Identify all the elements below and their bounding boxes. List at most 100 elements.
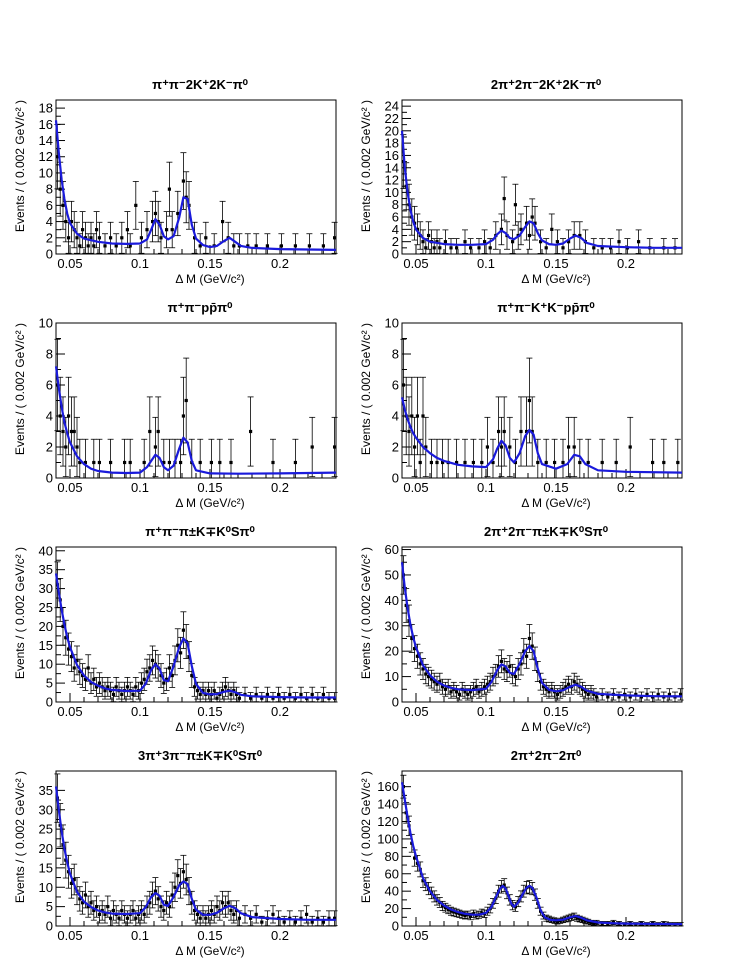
y-tick-label: 10 <box>39 880 53 895</box>
data-point <box>333 236 337 240</box>
data-point <box>181 628 185 632</box>
data-point <box>460 913 464 917</box>
panel-title: 2π⁺2π⁻2π⁰ <box>511 748 582 763</box>
data-point <box>441 904 445 908</box>
x-tick-label: 0.1 <box>477 704 495 719</box>
data-point <box>572 680 576 684</box>
data-point <box>407 429 411 434</box>
data-point <box>193 236 197 240</box>
data-point <box>125 228 129 232</box>
data-point <box>321 920 325 924</box>
y-tick-label: 160 <box>377 779 399 794</box>
y-tick-label: 4 <box>46 214 53 229</box>
fit-curve <box>54 120 337 251</box>
data-point <box>232 912 236 916</box>
data-point <box>429 460 433 465</box>
y-tick-label: 20 <box>39 841 53 856</box>
data-point <box>78 897 82 901</box>
data-point <box>72 877 76 882</box>
data-point <box>128 460 132 465</box>
data-point <box>67 647 71 651</box>
data-point <box>254 244 258 248</box>
plot-frame <box>55 546 337 703</box>
x-tick-label: 0.15 <box>543 704 568 719</box>
data-point <box>293 460 297 465</box>
data-point <box>525 654 529 658</box>
y-tick-label: 24 <box>385 99 399 114</box>
panel-title: 3π⁺3π⁻π±K∓K⁰Sπ⁰ <box>138 748 263 763</box>
data-point <box>159 905 163 909</box>
x-axis-label: Δ M (GeV/c²) <box>175 944 244 958</box>
data-point <box>151 658 155 663</box>
y-tick-label: 14 <box>39 133 53 148</box>
data-point <box>69 881 73 885</box>
x-tick-label: 0.2 <box>271 256 289 271</box>
data-point <box>427 233 431 238</box>
data-point <box>502 196 506 201</box>
data-point <box>120 908 124 913</box>
data-point <box>103 244 107 248</box>
data-point <box>229 908 233 913</box>
data-point <box>592 692 596 696</box>
data-point <box>581 687 585 691</box>
data-point <box>134 203 138 207</box>
y-tick-label: 35 <box>39 783 53 798</box>
x-axis-label: Δ M (GeV/c²) <box>521 720 590 734</box>
data-point <box>441 460 445 465</box>
data-point <box>485 445 489 449</box>
data-point <box>427 674 431 679</box>
data-point <box>190 901 194 905</box>
data-point <box>443 687 447 691</box>
y-tick-label: 60 <box>385 542 399 557</box>
data-point <box>97 236 101 240</box>
plot-frame <box>401 99 683 255</box>
data-point <box>637 240 641 244</box>
panel-title: 2π⁺2π⁻π±K∓K⁰Sπ⁰ <box>484 524 609 539</box>
data-point <box>179 460 183 465</box>
data-point <box>67 236 71 240</box>
y-axis-label: Events / ( 0.002 GeV/c² ) <box>13 323 27 455</box>
y-tick-label: 120 <box>377 814 399 829</box>
data-point <box>553 460 557 465</box>
data-point <box>544 246 548 250</box>
data-point <box>651 460 655 465</box>
data-point <box>114 685 118 689</box>
data-point <box>544 460 548 465</box>
fit-curve <box>400 562 683 698</box>
data-point <box>435 682 439 686</box>
data-point <box>83 460 87 465</box>
data-point <box>550 227 554 231</box>
data-point <box>432 680 436 684</box>
data-point <box>109 916 113 920</box>
y-tick-label: 22 <box>385 111 399 126</box>
data-point <box>125 916 129 920</box>
panel-7: 0 5 10 15 20 25 30 35 0.05 0.1 0.15 0.2 3π⁺3π⁻π±K∓K⁰… <box>13 748 338 958</box>
fit-curve <box>400 782 683 926</box>
data-point <box>134 685 138 689</box>
data-point <box>455 246 459 250</box>
data-point <box>64 636 68 640</box>
data-point <box>207 689 211 693</box>
y-tick-label: 60 <box>385 866 399 881</box>
data-point <box>109 460 113 465</box>
data-point <box>499 659 503 663</box>
data-point <box>167 187 171 191</box>
data-point <box>614 460 618 465</box>
data-point <box>441 685 445 689</box>
data-point <box>64 219 68 224</box>
data-point <box>676 460 680 465</box>
data-point <box>413 647 417 651</box>
x-tick-label: 0.05 <box>403 928 428 943</box>
data-point <box>480 460 484 465</box>
data-point <box>583 690 587 694</box>
data-point <box>536 460 540 465</box>
data-point <box>321 692 325 697</box>
data-point <box>519 429 523 434</box>
y-tick-label: 25 <box>39 822 53 837</box>
data-point <box>128 244 132 248</box>
data-point <box>415 414 419 418</box>
data-point <box>198 244 202 248</box>
panel-5: 0 5 10 15 20 25 30 35 40 0.05 0.1 0.15 0.2 π⁺π⁻π±K∓K⁰… <box>13 524 338 734</box>
data-point <box>307 244 311 248</box>
data-point <box>260 920 264 924</box>
